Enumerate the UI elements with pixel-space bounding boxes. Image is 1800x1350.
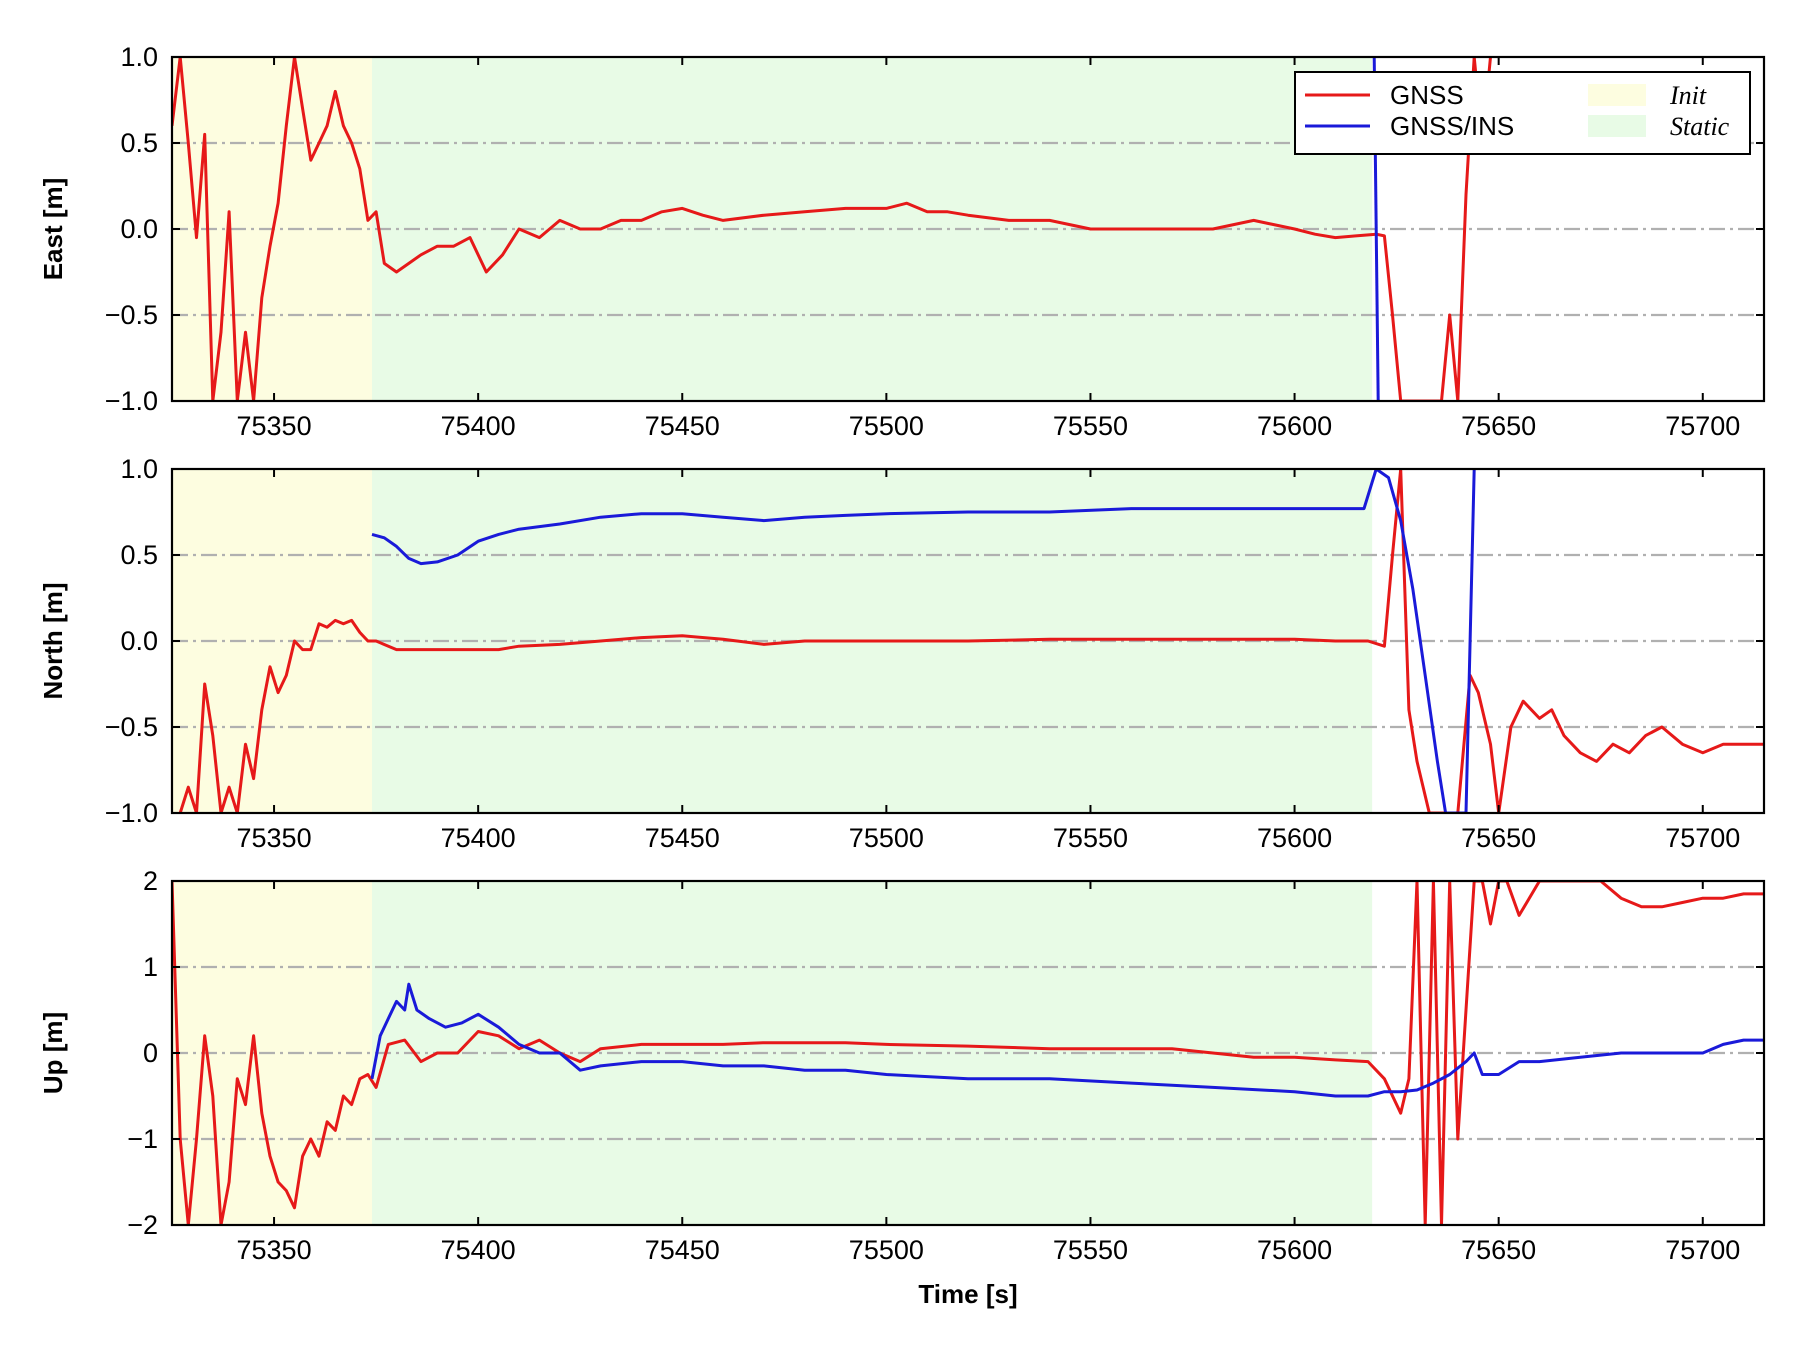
legend-init-label: Init bbox=[1669, 81, 1707, 110]
y-tick-label: 0.0 bbox=[120, 626, 158, 656]
series-gnss bbox=[172, 881, 1764, 1225]
y-tick-label: −2 bbox=[127, 1210, 158, 1240]
y-axis-label: East [m] bbox=[38, 178, 68, 281]
y-tick-label: 1.0 bbox=[120, 454, 158, 484]
y-tick-label: 0.5 bbox=[120, 128, 158, 158]
x-tick-label: 75500 bbox=[849, 411, 924, 441]
y-tick-label: −1.0 bbox=[105, 386, 158, 416]
y-axis-label: Up [m] bbox=[38, 1012, 68, 1094]
legend-static-patch bbox=[1588, 115, 1646, 137]
x-tick-label: 75550 bbox=[1053, 411, 1128, 441]
panels-container: 75350 75400 75450 75500 75550 75600 75650 75700… bbox=[38, 42, 1766, 1309]
y-tick-label: −0.5 bbox=[105, 300, 158, 330]
x-tick-label: 75600 bbox=[1257, 1235, 1332, 1265]
y-tick-label: 2 bbox=[143, 866, 158, 896]
panel-3: 75350 75400 75450 75500 75550 75600 75650 75700… bbox=[38, 866, 1766, 1309]
x-tick-label: 75550 bbox=[1053, 1235, 1128, 1265]
x-tick-label: 75600 bbox=[1257, 823, 1332, 853]
y-tick-label: −1.0 bbox=[105, 798, 158, 828]
x-tick-label: 75450 bbox=[645, 1235, 720, 1265]
y-tick-label: 0 bbox=[143, 1038, 158, 1068]
y-axis-label: North [m] bbox=[38, 583, 68, 700]
x-tick-label: 75650 bbox=[1461, 1235, 1536, 1265]
x-tick-label: 75450 bbox=[645, 411, 720, 441]
x-tick-label: 75700 bbox=[1665, 1235, 1740, 1265]
y-tick-label: 1.0 bbox=[120, 42, 158, 72]
series-group bbox=[172, 881, 1764, 1225]
x-tick-label: 75600 bbox=[1257, 411, 1332, 441]
y-tick-label: 0.0 bbox=[120, 214, 158, 244]
x-tick-label: 75350 bbox=[237, 411, 312, 441]
series-gnss bbox=[178, 469, 1764, 813]
panel-1: 75350 75400 75450 75500 75550 75600 75650 75700… bbox=[38, 42, 1766, 441]
x-tick-label: 75650 bbox=[1461, 823, 1536, 853]
x-tick-label: 75700 bbox=[1665, 411, 1740, 441]
x-tick-label: 75500 bbox=[849, 1235, 924, 1265]
x-tick-label: 75450 bbox=[645, 823, 720, 853]
y-tick-label: −1 bbox=[127, 1124, 158, 1154]
x-tick-label: 75350 bbox=[237, 1235, 312, 1265]
legend-gnss-label: GNSS bbox=[1390, 80, 1464, 110]
legend-init-patch bbox=[1588, 84, 1646, 106]
series-gnss-ins bbox=[370, 982, 1764, 1098]
legend-static-label: Static bbox=[1670, 112, 1730, 141]
x-tick-label: 75350 bbox=[237, 823, 312, 853]
legend-frame bbox=[1294, 71, 1751, 155]
x-tick-label: 75550 bbox=[1053, 823, 1128, 853]
x-tick-label: 75650 bbox=[1461, 411, 1536, 441]
x-axis-label: Time [s] bbox=[918, 1279, 1017, 1309]
series-group bbox=[178, 469, 1764, 813]
series-gnss-ins bbox=[371, 469, 1476, 813]
y-tick-label: 0.5 bbox=[120, 540, 158, 570]
x-tick-label: 75400 bbox=[441, 1235, 516, 1265]
x-tick-label: 75500 bbox=[849, 823, 924, 853]
y-tick-label: −0.5 bbox=[105, 712, 158, 742]
x-tick-label: 75700 bbox=[1665, 823, 1740, 853]
panel-2: 75350 75400 75450 75500 75550 75600 75650 75700… bbox=[38, 454, 1766, 853]
x-tick-label: 75400 bbox=[441, 411, 516, 441]
legend-gnss-ins-label: GNSS/INS bbox=[1390, 111, 1514, 141]
legend: GNSS GNSS/INS Init Static bbox=[1294, 71, 1751, 155]
x-tick-label: 75400 bbox=[441, 823, 516, 853]
y-tick-label: 1 bbox=[143, 952, 158, 982]
